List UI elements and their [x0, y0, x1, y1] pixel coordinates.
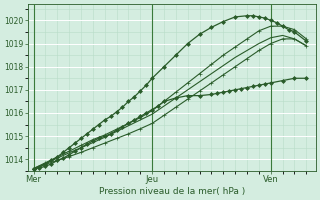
X-axis label: Pression niveau de la mer( hPa ): Pression niveau de la mer( hPa ) [99, 187, 245, 196]
